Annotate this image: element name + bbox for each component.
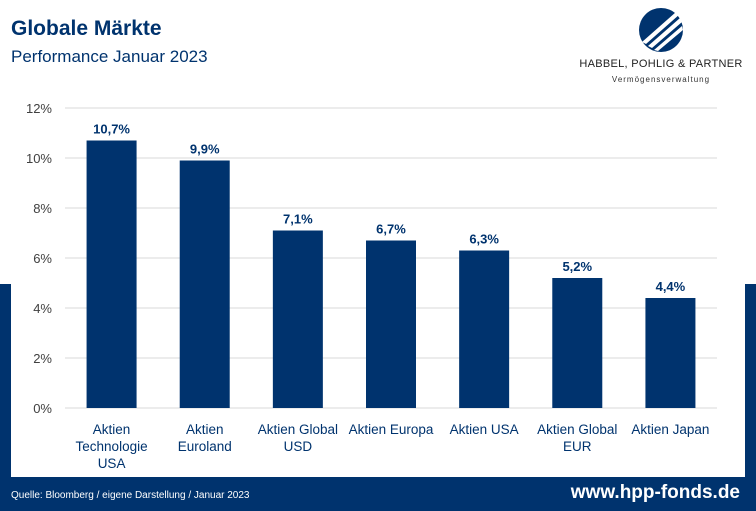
x-tick-label: Aktien Global xyxy=(537,422,617,437)
x-tick-label: Aktien Japan xyxy=(631,422,709,437)
data-label: 6,3% xyxy=(469,232,499,247)
logo-tagline: Vermögensverwaltung xyxy=(611,75,711,84)
y-tick-label: 12% xyxy=(26,101,52,116)
x-tick-label: USD xyxy=(284,439,313,454)
y-tick-label: 2% xyxy=(33,351,52,366)
x-tick-label: Technologie xyxy=(76,439,148,454)
bar xyxy=(459,250,510,408)
data-label: 10,7% xyxy=(93,122,130,137)
x-tick-label: USA xyxy=(98,456,126,471)
website-link[interactable]: www.hpp-fonds.de xyxy=(570,482,740,503)
bar xyxy=(179,160,230,408)
y-tick-label: 0% xyxy=(33,401,52,416)
data-label: 7,1% xyxy=(283,212,313,227)
x-tick-label: EUR xyxy=(563,439,592,454)
page-subtitle: Performance Januar 2023 xyxy=(11,47,208,66)
source-note: Quelle: Bloomberg / eigene Darstellung /… xyxy=(11,490,250,501)
bar-chart: 0% 2% 4% 6% 8% 10% 12% 10,7% Aktien Technologie US… xyxy=(26,101,717,471)
logo-name: HABBEL, POHLIG & PARTNER xyxy=(579,58,743,70)
data-label: 9,9% xyxy=(190,142,220,157)
x-tick-label: Aktien Europa xyxy=(349,422,434,437)
x-tick-label: Aktien xyxy=(93,422,131,437)
data-label: 6,7% xyxy=(376,222,406,237)
bar xyxy=(645,298,696,408)
page-title: Globale Märkte xyxy=(11,17,162,40)
x-tick-label: Aktien Global xyxy=(258,422,338,437)
logo-icon xyxy=(639,8,683,52)
x-tick-label: Aktien xyxy=(186,422,224,437)
data-label: 4,4% xyxy=(656,279,686,294)
y-tick-label: 10% xyxy=(26,151,52,166)
x-tick-label: Aktien USA xyxy=(450,422,519,437)
footer: Quelle: Bloomberg / eigene Darstellung /… xyxy=(0,477,756,511)
bar xyxy=(86,140,137,408)
x-tick-label: Euroland xyxy=(178,439,232,454)
y-tick-label: 4% xyxy=(33,301,52,316)
frame-left xyxy=(0,284,11,511)
frame-right xyxy=(745,284,756,511)
bar xyxy=(272,230,323,408)
logo: HABBEL, POHLIG & PARTNER Vermögensverwal… xyxy=(574,6,748,86)
y-tick-label: 8% xyxy=(33,201,52,216)
y-tick-label: 6% xyxy=(33,251,52,266)
data-label: 5,2% xyxy=(562,259,592,274)
bar xyxy=(552,278,603,408)
bar xyxy=(366,240,416,408)
